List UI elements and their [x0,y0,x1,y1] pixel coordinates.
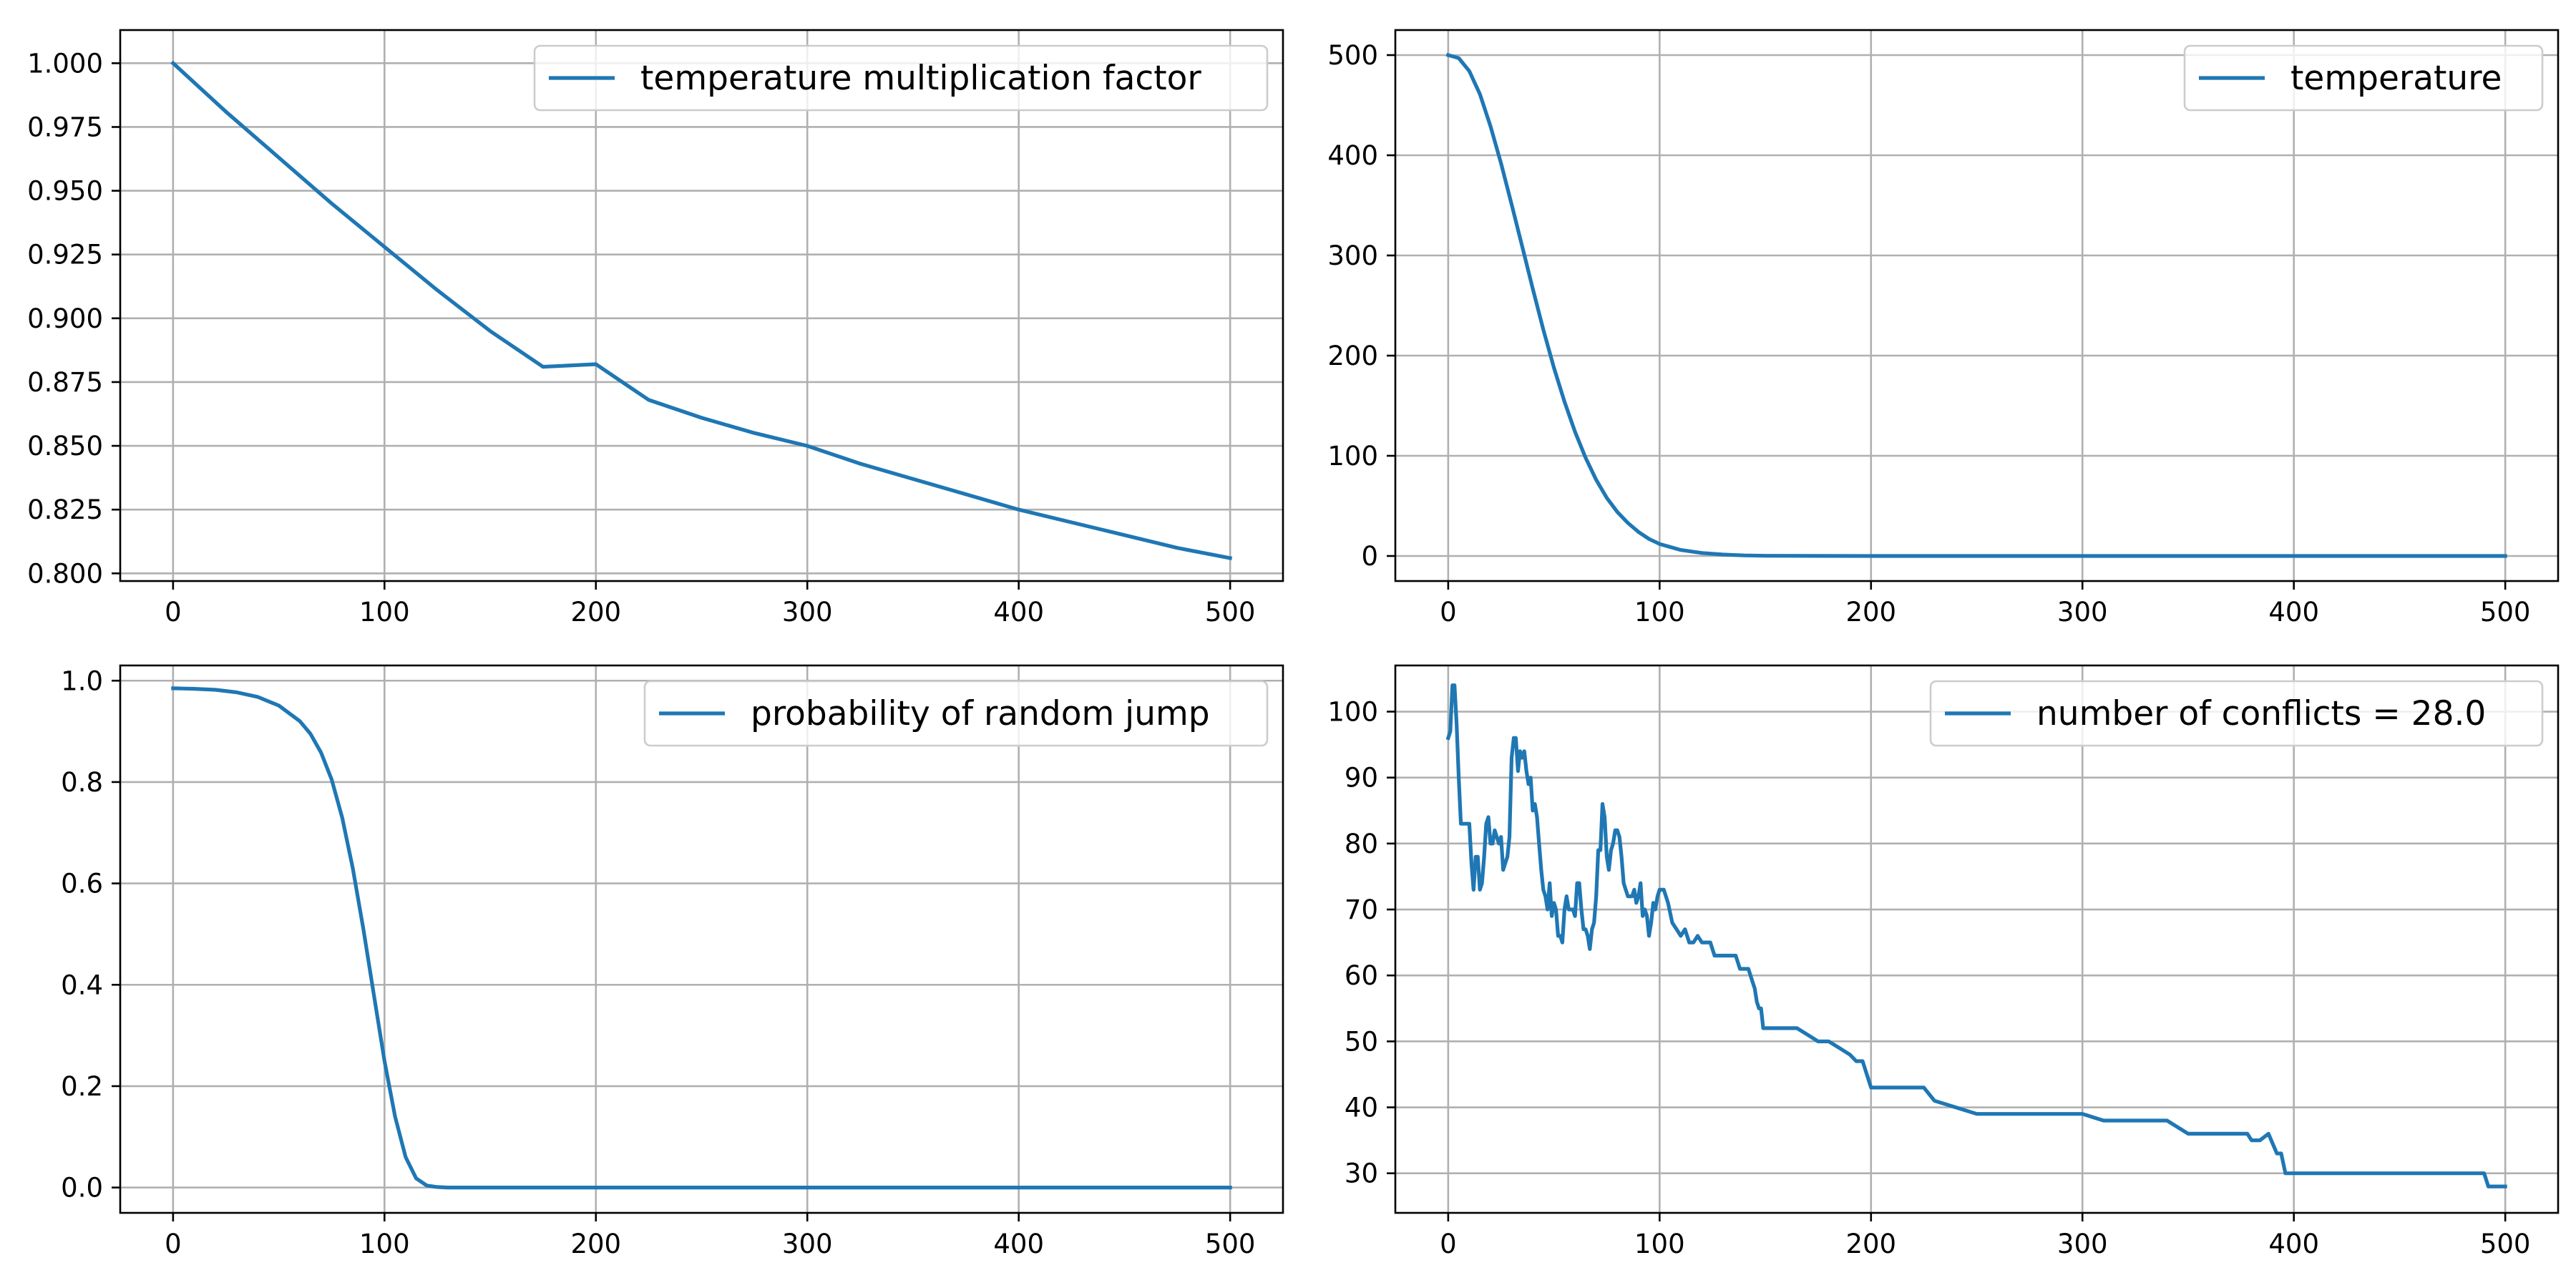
x-tick-label: 200 [1845,1229,1896,1259]
y-tick-label: 0.825 [27,494,103,525]
x-tick-label: 100 [359,597,410,628]
y-tick-label: 0.975 [27,112,103,142]
y-tick-label: 0.6 [61,869,103,899]
subplot-3: 0 100 200 300 400 500 0.0 0.2 0.4 0.6 0.8 1.0 probab… [61,664,1284,1259]
y-tick-label: 100 [1327,697,1378,728]
legend-box [643,680,1269,747]
y-tick-label: 0.4 [61,970,103,1000]
y-tick-label: 0.925 [27,240,103,270]
y-tick-label: 0.850 [27,431,103,462]
y-tick-label: 400 [1327,140,1378,171]
x-tick-label: 300 [2057,1229,2108,1259]
axes-frame [119,29,1284,582]
y-tick-label: 0.900 [27,303,103,334]
y-tick-label: 60 [1345,960,1378,991]
x-tick-label: 0 [1440,1229,1457,1259]
legend-label: temperature multiplication factor [640,59,1201,98]
legend-label: probability of random jump [751,694,1210,733]
x-tick-label: 200 [1845,597,1896,628]
legend: number of conflicts = 28.0 [1929,680,2544,747]
legend-box [1929,680,2544,747]
y-tick-label: 1.000 [27,48,103,79]
subplot-2: 0 100 200 300 400 500 0 100 200 300 400 500 temperat… [1327,29,2560,628]
y-tick-label: 0.875 [27,367,103,398]
x-tick-label: 200 [570,1229,621,1259]
series-line-1 [1445,52,2507,558]
subplot-1: 0 100 200 300 400 500 0.800 0.825 0.850 0.875 0.90… [27,29,1284,628]
legend-label: temperature [2290,59,2502,98]
axes-frame [1394,664,2560,1214]
x-tick-label: 100 [1634,597,1685,628]
x-tick-label: 500 [2480,1229,2531,1259]
x-tick-label: 200 [570,597,621,628]
x-tick-label: 400 [993,1229,1044,1259]
x-tick-label: 500 [2480,597,2531,628]
axes-frame [119,664,1284,1214]
legend: probability of random jump [643,680,1269,747]
x-tick-label: 0 [1440,597,1457,628]
y-tick-label: 0.8 [61,767,103,798]
legend: temperature multiplication factor [533,44,1269,112]
y-tick-label: 80 [1345,829,1378,859]
x-tick-label: 100 [1634,1229,1685,1259]
y-tick-label: 1.0 [61,665,103,696]
legend-box [2183,44,2544,112]
y-tick-label: 90 [1345,763,1378,794]
x-tick-label: 400 [2268,1229,2319,1259]
legend-box [533,44,1269,112]
y-tick-label: 0.800 [27,558,103,589]
series-line-1 [171,686,1232,1190]
y-tick-label: 0 [1361,541,1378,572]
y-tick-label: 0.0 [61,1173,103,1204]
y-tick-label: 0.950 [27,176,103,207]
y-tick-label: 0.2 [61,1071,103,1102]
x-tick-label: 100 [359,1229,410,1259]
y-tick-label: 500 [1327,40,1378,71]
y-tick-label: 200 [1327,341,1378,371]
x-tick-label: 300 [782,597,833,628]
y-tick-label: 30 [1345,1158,1378,1189]
series-line-1 [1445,683,2507,1189]
subplot-4: 0 100 200 300 400 500 30 40 50 60 70 80 90 100 number … [1327,664,2560,1259]
series-line-1 [170,60,1233,560]
legend: temperature [2183,44,2544,112]
x-tick-label: 500 [1205,597,1256,628]
y-tick-label: 70 [1345,894,1378,925]
y-tick-label: 40 [1345,1093,1378,1123]
x-tick-label: 0 [165,1229,182,1259]
x-tick-label: 500 [1205,1229,1256,1259]
axes-frame [1394,29,2560,582]
x-tick-label: 400 [2268,597,2319,628]
x-tick-label: 300 [2057,597,2108,628]
x-tick-label: 300 [782,1229,833,1259]
y-tick-label: 50 [1345,1026,1378,1057]
y-tick-label: 100 [1327,441,1378,472]
x-tick-label: 400 [993,597,1044,628]
legend-label: number of conflicts = 28.0 [2036,694,2486,733]
y-tick-label: 300 [1327,240,1378,271]
x-tick-label: 0 [165,597,182,628]
